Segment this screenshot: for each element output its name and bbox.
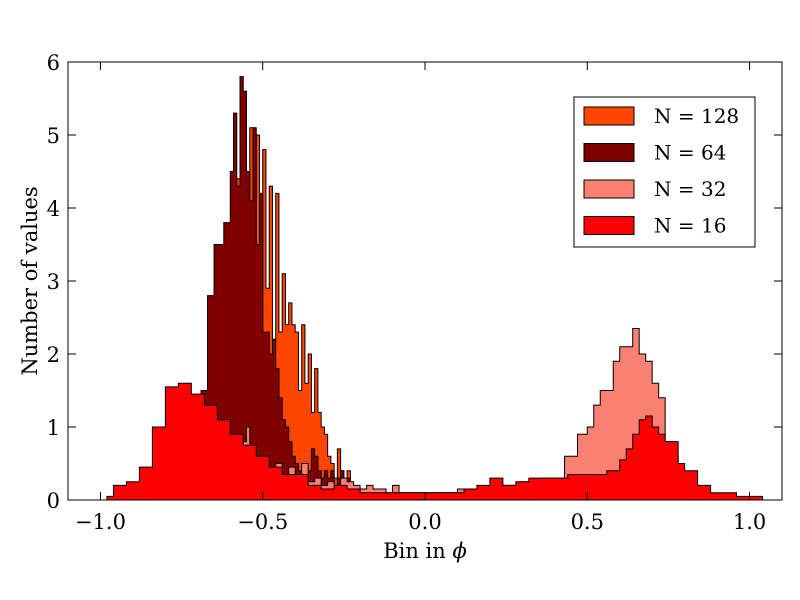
histogram-series-n-16: [93, 382, 764, 501]
series-layer: [93, 76, 764, 501]
y-tick-label: 0: [47, 489, 60, 513]
y-tick-label: 3: [47, 270, 60, 294]
x-axis-title: Bin in ϕ: [383, 539, 467, 563]
x-tick-label: −0.5: [237, 510, 288, 534]
legend: N = 128 N = 64 N = 32 N = 16: [573, 96, 756, 248]
legend-swatch: [583, 216, 635, 235]
x-tick-label: −1.0: [75, 510, 126, 534]
y-tick-label: 6: [47, 51, 60, 75]
legend-swatch: [583, 179, 635, 199]
legend-swatch: [583, 143, 635, 162]
legend-label: N = 16: [654, 214, 726, 238]
x-axis: −1.0 −0.5 0.0 0.5 1.0: [75, 62, 766, 534]
x-tick-label: 1.0: [733, 510, 766, 534]
y-tick-label: 4: [47, 197, 60, 221]
y-tick-label: 2: [47, 343, 60, 367]
y-axis: 0 1 2 3 4 5 6: [47, 51, 782, 513]
histogram-series-n-64: [197, 76, 351, 501]
x-tick-label: 0.5: [571, 510, 604, 534]
y-tick-label: 1: [47, 416, 60, 440]
legend-label: N = 32: [654, 177, 726, 201]
y-axis-title: Number of values: [18, 186, 42, 375]
legend-label: N = 64: [654, 141, 726, 165]
y-tick-label: 5: [47, 124, 60, 148]
x-tick-label: 0.0: [408, 510, 441, 534]
legend-swatch: [583, 106, 635, 126]
legend-label: N = 128: [654, 104, 739, 128]
